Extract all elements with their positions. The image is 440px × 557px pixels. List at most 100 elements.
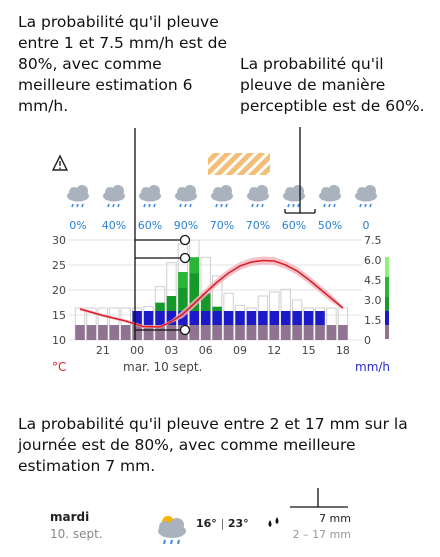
temp-unit-label: °C (52, 360, 66, 374)
sunshine-base (98, 325, 108, 340)
rain-cloud-icon (355, 185, 377, 208)
rain-bar (178, 272, 188, 311)
sunshine-base (303, 325, 314, 340)
rain-probability: 60% (282, 219, 306, 232)
sunshine-base (155, 325, 165, 340)
daily-precipitation: 7 mm 2 – 17 mm (281, 511, 351, 543)
temp-tick-label: 30 (52, 234, 66, 247)
rain-probability: 70% (210, 219, 234, 232)
rain-probability: 60% (138, 219, 162, 232)
time-tick-label: 00 (130, 344, 144, 357)
temperature-line (79, 259, 344, 328)
precip-scale-bar (385, 257, 389, 339)
sunshine-base (338, 325, 348, 340)
rain-bar-upper (178, 272, 188, 288)
rain-bar (212, 306, 222, 311)
rain-probability: 0% (69, 219, 86, 232)
temp-max: 23° (227, 517, 249, 530)
rain-cloud-icon (319, 185, 341, 208)
sunshine-base (246, 325, 257, 340)
temp-tick-label: 10 (52, 334, 66, 347)
rain-base-bar (269, 311, 280, 325)
sunshine-base (281, 325, 291, 340)
time-axis: 21 00 03 06 09 12 15 18 (96, 344, 350, 357)
precip-best-estimate: 7 mm (319, 512, 351, 525)
sunshine-bar (109, 307, 120, 340)
sunshine-base (109, 325, 120, 340)
sunshine-bar (326, 307, 337, 340)
temp-tick-label: 20 (52, 284, 66, 297)
rain-probability-row: 0% 40% 60% 90% 70% 70% 60% 50% 0 (69, 219, 369, 232)
daily-precip-callout: La probabilité qu'il pleuve entre 2 et 1… (18, 415, 408, 475)
temp-tick-label: 25 (52, 259, 66, 272)
precip-unit-label: mm/h (355, 360, 390, 374)
precip-tick-label: 3.0 (364, 294, 382, 307)
rain-probability: 70% (246, 219, 270, 232)
day-name: mardi (50, 510, 90, 524)
sunshine-base (189, 325, 200, 340)
rain-base-bar (303, 311, 314, 325)
daily-temperatures: 16° | 23° (196, 517, 249, 530)
rain-cloud-icon (283, 185, 305, 208)
rain-base-bar (132, 311, 142, 325)
annotation-perceptible (284, 127, 316, 214)
sunshine-base (326, 325, 337, 340)
sunshine-base (86, 325, 97, 340)
rain-cloud-icon (175, 185, 197, 208)
sun-cloud-rain-icon (158, 516, 186, 545)
rain-base-bar (166, 311, 177, 325)
daily-summary-day[interactable]: mardi 10. sept. (50, 509, 103, 543)
day-date: 10. sept. (50, 527, 103, 541)
time-tick-label: 18 (336, 344, 350, 357)
precipitation-bars (132, 257, 325, 325)
warning-badge[interactable] (208, 153, 270, 175)
sunshine-base (269, 325, 280, 340)
rain-base-bar (143, 311, 154, 325)
raindrop-icon (268, 517, 279, 527)
precip-tick-label: 1.5 (364, 314, 382, 327)
precipitation-axis: 0 1.5 3.0 4.5 6.0 7.5 (364, 234, 382, 347)
rain-bar (155, 302, 165, 311)
time-tick-label: 21 (96, 344, 110, 357)
rain-cloud-icon (67, 185, 89, 208)
sunshine-bar (86, 307, 97, 340)
rain-bar (189, 257, 200, 311)
rain-probability: 40% (102, 219, 126, 232)
temp-min: 16° (196, 517, 217, 530)
sunshine-base (121, 325, 131, 340)
date-label: mar. 10 sept. (123, 360, 202, 374)
rain-probability: 90% (174, 219, 198, 232)
rain-base-bar (235, 311, 245, 325)
rain-base-bar (155, 311, 165, 325)
rain-probability: 50% (318, 219, 342, 232)
precip-tick-label: 7.5 (364, 234, 382, 247)
time-tick-label: 03 (164, 344, 178, 357)
sunshine-base (235, 325, 245, 340)
rain-base-bar (201, 311, 211, 325)
rain-base-bar (223, 311, 234, 325)
precip-tick-label: 4.5 (364, 274, 382, 287)
time-tick-label: 15 (302, 344, 316, 357)
sunshine-base (132, 325, 142, 340)
rain-cloud-icon (211, 185, 233, 208)
perceptible-rain-callout: La probabilité qu'il pleuve de manière p… (240, 55, 425, 115)
sunshine-base (143, 325, 154, 340)
annotation-daily (290, 488, 348, 508)
rain-base-bar (292, 311, 302, 325)
rain-base-bar (189, 311, 200, 325)
weather-icons-row (67, 185, 377, 208)
hourly-precip-callout: La probabilité qu'il pleuve entre 1 et 7… (18, 13, 228, 115)
time-tick-label: 09 (233, 344, 247, 357)
rain-base-bar (246, 311, 257, 325)
warning-icon[interactable] (51, 154, 69, 171)
rain-cloud-icon (139, 185, 161, 208)
sunshine-base (212, 325, 222, 340)
time-tick-label: 06 (199, 344, 213, 357)
precip-tick-label: 6.0 (364, 254, 382, 267)
rain-bar (201, 293, 211, 311)
annotation-hourly (134, 128, 191, 340)
rain-cloud-icon (247, 185, 269, 208)
rain-bar (166, 296, 177, 311)
rain-base-bar (258, 311, 268, 325)
